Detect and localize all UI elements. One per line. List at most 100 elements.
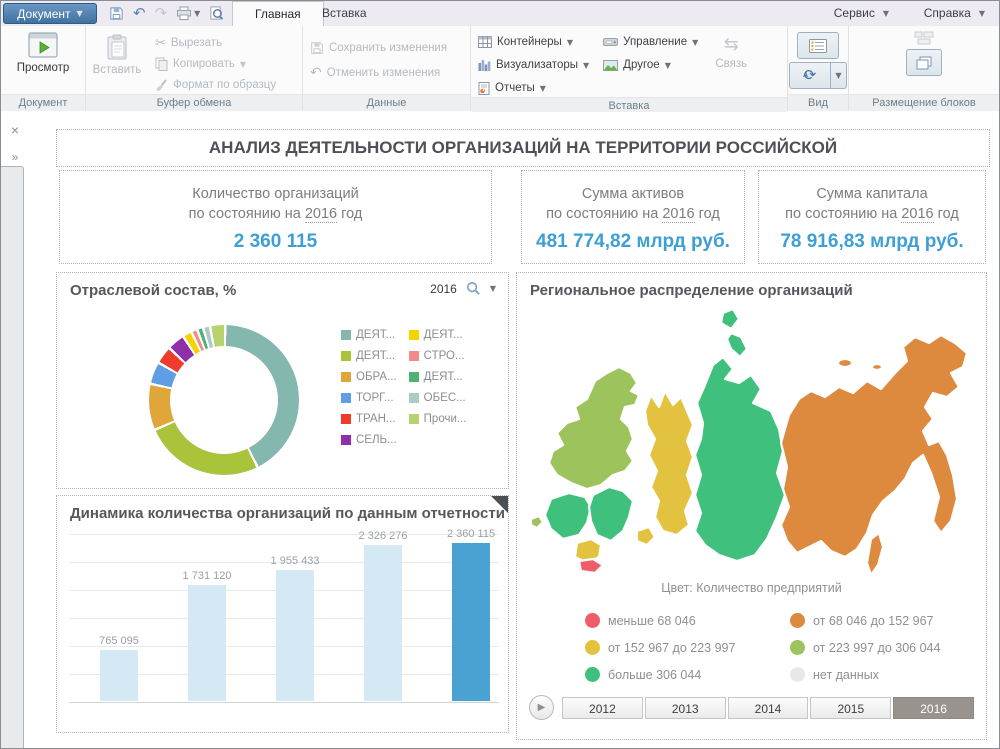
- bar-2016[interactable]: [452, 543, 490, 701]
- map-region-kaliningrad[interactable]: [531, 516, 543, 528]
- russia-map[interactable]: [527, 303, 977, 575]
- bar-2014[interactable]: [276, 570, 314, 701]
- preview-button[interactable]: Просмотр: [12, 26, 74, 74]
- legend-item[interactable]: ДЕЯТ...: [341, 350, 397, 362]
- year-button-2012[interactable]: 2012: [562, 697, 643, 719]
- dynamics-block: Динамика количества организаций по данны…: [56, 495, 509, 733]
- paste-button-label: Вставить: [93, 64, 142, 76]
- reports-button[interactable]: Отчеты ▼: [471, 79, 596, 97]
- play-button[interactable]: ▶: [529, 695, 554, 720]
- map-legend-item[interactable]: меньше 68 046: [585, 607, 790, 634]
- menu-spravka[interactable]: Справка▼: [924, 1, 985, 26]
- map-legend-item[interactable]: от 223 997 до 306 044: [790, 634, 995, 661]
- kpi-year[interactable]: 2016: [662, 206, 694, 223]
- chevron-down-icon[interactable]: ▼: [194, 9, 200, 18]
- view-list-button[interactable]: [797, 32, 839, 59]
- map-region-north-caucasus[interactable]: [579, 559, 603, 573]
- year-button-2013[interactable]: 2013: [645, 697, 726, 719]
- kpi-label: Сумма капитала по состоянию на 2016 год: [785, 185, 959, 224]
- refresh-split-button[interactable]: ⟳ A ▼: [789, 62, 847, 89]
- year-button-2014[interactable]: 2014: [728, 697, 809, 719]
- save-icon[interactable]: [109, 6, 124, 21]
- map-region-sakhalin[interactable]: [867, 533, 883, 575]
- map-region-siberia[interactable]: [695, 357, 785, 561]
- map-region-novaya-zemlya-1[interactable]: [721, 309, 739, 329]
- map-region-volga[interactable]: [589, 487, 633, 541]
- bar-2012[interactable]: [100, 650, 138, 701]
- expand-panel-icon[interactable]: »: [1, 150, 29, 164]
- ribbon-group-data: Сохранить изменения ↶ Отменить изменения…: [303, 26, 471, 111]
- map-region-ural[interactable]: [645, 391, 693, 535]
- legend-swatch: [409, 330, 419, 340]
- donut-chart[interactable]: [149, 325, 299, 475]
- map-legend: меньше 68 046от 68 046 до 152 967от 152 …: [585, 607, 995, 688]
- play-icon: ▶: [538, 703, 546, 713]
- kpi-year[interactable]: 2016: [901, 206, 933, 223]
- donut-legend-col1: ДЕЯТ... ДЕЯТ... ОБРА... ТОРГ... ТРАН... СЕЛЬ.…: [341, 329, 397, 446]
- map-region-arctic-island-2[interactable]: [872, 364, 882, 370]
- legend-item[interactable]: ТРАН...: [341, 413, 397, 425]
- map-region-novaya-zemlya-2[interactable]: [727, 333, 747, 357]
- document-menu-label: Документ: [17, 7, 70, 21]
- map-legend-title: Цвет: Количество предприятий: [517, 581, 986, 595]
- legend-item[interactable]: ДЕЯТ...: [409, 329, 467, 341]
- legend-item[interactable]: ДЕЯТ...: [409, 371, 467, 383]
- containers-button[interactable]: Контейнеры ▼: [471, 33, 596, 51]
- cascade-button[interactable]: [906, 49, 942, 76]
- legend-item[interactable]: СТРО...: [409, 350, 467, 362]
- visualizers-label: Визуализаторы: [496, 59, 578, 71]
- map-region-volga-south-blob[interactable]: [637, 527, 655, 545]
- refresh-dropdown[interactable]: ▼: [831, 62, 847, 89]
- menu-servis[interactable]: Сервис ▼: [834, 1, 889, 26]
- kpi-year[interactable]: 2016: [305, 206, 337, 223]
- year-button-2015[interactable]: 2015: [810, 697, 891, 719]
- left-sidebar: × »: [1, 112, 29, 748]
- search-icon[interactable]: [466, 281, 481, 296]
- tab-vstavka[interactable]: Вставка: [300, 1, 389, 26]
- map-legend-item[interactable]: от 152 967 до 223 997: [585, 634, 790, 661]
- map-region-central[interactable]: [545, 493, 591, 539]
- legend-label: Прочи...: [424, 413, 467, 425]
- legend-item[interactable]: СЕЛЬ...: [341, 434, 397, 446]
- map-legend-item[interactable]: больше 306 044: [585, 661, 790, 688]
- legend-item[interactable]: ОБЕС...: [409, 392, 467, 404]
- preview-icon[interactable]: [209, 6, 224, 21]
- group-label-view: Вид: [788, 94, 848, 111]
- brush-icon: [155, 79, 168, 92]
- year-buttons: 20122013201420152016: [562, 697, 974, 719]
- other-button[interactable]: Другое ▼: [596, 56, 705, 74]
- collapsed-panel[interactable]: [1, 166, 24, 748]
- map-legend-item[interactable]: от 68 046 до 152 967: [790, 607, 995, 634]
- refresh-button[interactable]: ⟳ A: [789, 62, 831, 89]
- bar-chart-icon: [478, 59, 491, 71]
- map-legend-item[interactable]: нет данных: [790, 661, 995, 688]
- other-label: Другое: [623, 59, 660, 71]
- bar-2013[interactable]: [188, 585, 226, 701]
- legend-item[interactable]: ОБРА...: [341, 371, 397, 383]
- visualizers-button[interactable]: Визуализаторы ▼: [471, 56, 596, 74]
- map-region-northwest[interactable]: [549, 367, 639, 489]
- reports-label: Отчеты: [495, 82, 535, 94]
- link-label: Связь: [715, 58, 747, 70]
- bar-2015[interactable]: [364, 545, 402, 701]
- menu-label: Сервис: [834, 1, 875, 26]
- preview-button-label: Просмотр: [17, 62, 70, 74]
- map-region-arctic-island-1[interactable]: [838, 359, 852, 367]
- print-icon[interactable]: ▼: [176, 6, 200, 21]
- legend-item[interactable]: ДЕЯТ...: [341, 329, 397, 341]
- copy-button: Копировать ▼: [148, 55, 283, 73]
- undo-icon[interactable]: ↶: [133, 6, 146, 21]
- donut-year-label[interactable]: 2016: [430, 282, 457, 296]
- chevron-down-icon[interactable]: ▼: [490, 284, 496, 293]
- year-button-2016[interactable]: 2016: [893, 697, 974, 719]
- legend-swatch: [409, 393, 419, 403]
- management-button[interactable]: Управление ▼: [596, 33, 705, 51]
- chevron-down-icon: ▼: [883, 1, 889, 26]
- undo-changes-button: ↶ Отменить изменения: [303, 64, 454, 82]
- dashboard-title: АНАЛИЗ ДЕЯТЕЛЬНОСТИ ОРГАНИЗАЦИЙ НА ТЕРРИ…: [56, 129, 990, 167]
- titlebar: Документ ▼ ↶ ↷ ▼ Главная Вставка Сервис▼…: [1, 1, 999, 27]
- legend-item[interactable]: ТОРГ...: [341, 392, 397, 404]
- close-icon[interactable]: ×: [1, 122, 29, 138]
- legend-item[interactable]: Прочи...: [409, 413, 467, 425]
- document-menu-button[interactable]: Документ ▼: [3, 3, 97, 24]
